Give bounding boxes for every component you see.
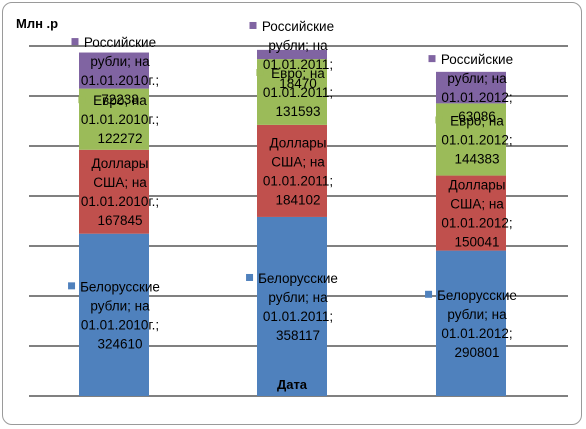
data-labels: Белорусские рубли; на 01.01.2010г.; 324610 Б… bbox=[68, 19, 517, 360]
legend-key bbox=[81, 159, 89, 167]
y-axis-title: Млн .р bbox=[16, 16, 58, 31]
legend-key bbox=[425, 290, 433, 298]
bar-segment bbox=[257, 124, 327, 217]
data-label: Белорусские рубли; на 01.01.2012; 290801 bbox=[437, 288, 517, 360]
legend-key bbox=[428, 55, 436, 63]
data-label: Российские рубли; на 01.01.2010г.; 72238 bbox=[81, 35, 159, 107]
bar-segment bbox=[436, 175, 506, 251]
bar-segment bbox=[79, 233, 149, 396]
data-label: Белорусские рубли; на 01.01.2011; 358117 bbox=[258, 271, 338, 343]
data-label: Доллары США; на 01.01.2010г.; 167845 bbox=[81, 156, 159, 228]
bar-segment bbox=[257, 216, 327, 396]
bar-segment bbox=[436, 103, 506, 176]
legend-key bbox=[246, 273, 254, 281]
bar-segment bbox=[79, 88, 149, 150]
bar-segment bbox=[257, 49, 327, 60]
bar-segment bbox=[436, 71, 506, 104]
legend-key bbox=[78, 96, 86, 104]
legend-key bbox=[68, 282, 76, 290]
bar-segment bbox=[79, 149, 149, 234]
data-label: Доллары США; на 01.01.2011; 184102 bbox=[263, 135, 333, 207]
bar-segment bbox=[436, 250, 506, 396]
bar-segment bbox=[79, 52, 149, 89]
bar-segments bbox=[79, 49, 506, 396]
data-label: Евро; на 01.01.2011; 131593 bbox=[263, 66, 333, 119]
bar-segment bbox=[257, 59, 327, 125]
legend-key bbox=[259, 138, 267, 146]
data-label: Белорусские рубли; на 01.01.2010г.; 324610 bbox=[80, 279, 160, 351]
legend-key bbox=[249, 21, 257, 29]
data-label: Российские рубли; на 01.01.2012; 63086 bbox=[441, 52, 513, 124]
legend-key bbox=[71, 38, 79, 46]
data-label: Евро; на 01.01.2012; 144383 bbox=[441, 113, 512, 166]
data-label: Доллары США; на 01.01.2012; 150041 bbox=[441, 178, 512, 250]
legend-key bbox=[256, 68, 264, 76]
data-label: Российские рубли; на 01.01.2011; 18470 bbox=[262, 19, 334, 91]
legend-key bbox=[435, 116, 443, 124]
legend-key bbox=[438, 180, 446, 188]
x-axis-title: Дата bbox=[277, 377, 308, 392]
data-label: Евро; на 01.01.2010г.; 122272 bbox=[81, 93, 159, 146]
